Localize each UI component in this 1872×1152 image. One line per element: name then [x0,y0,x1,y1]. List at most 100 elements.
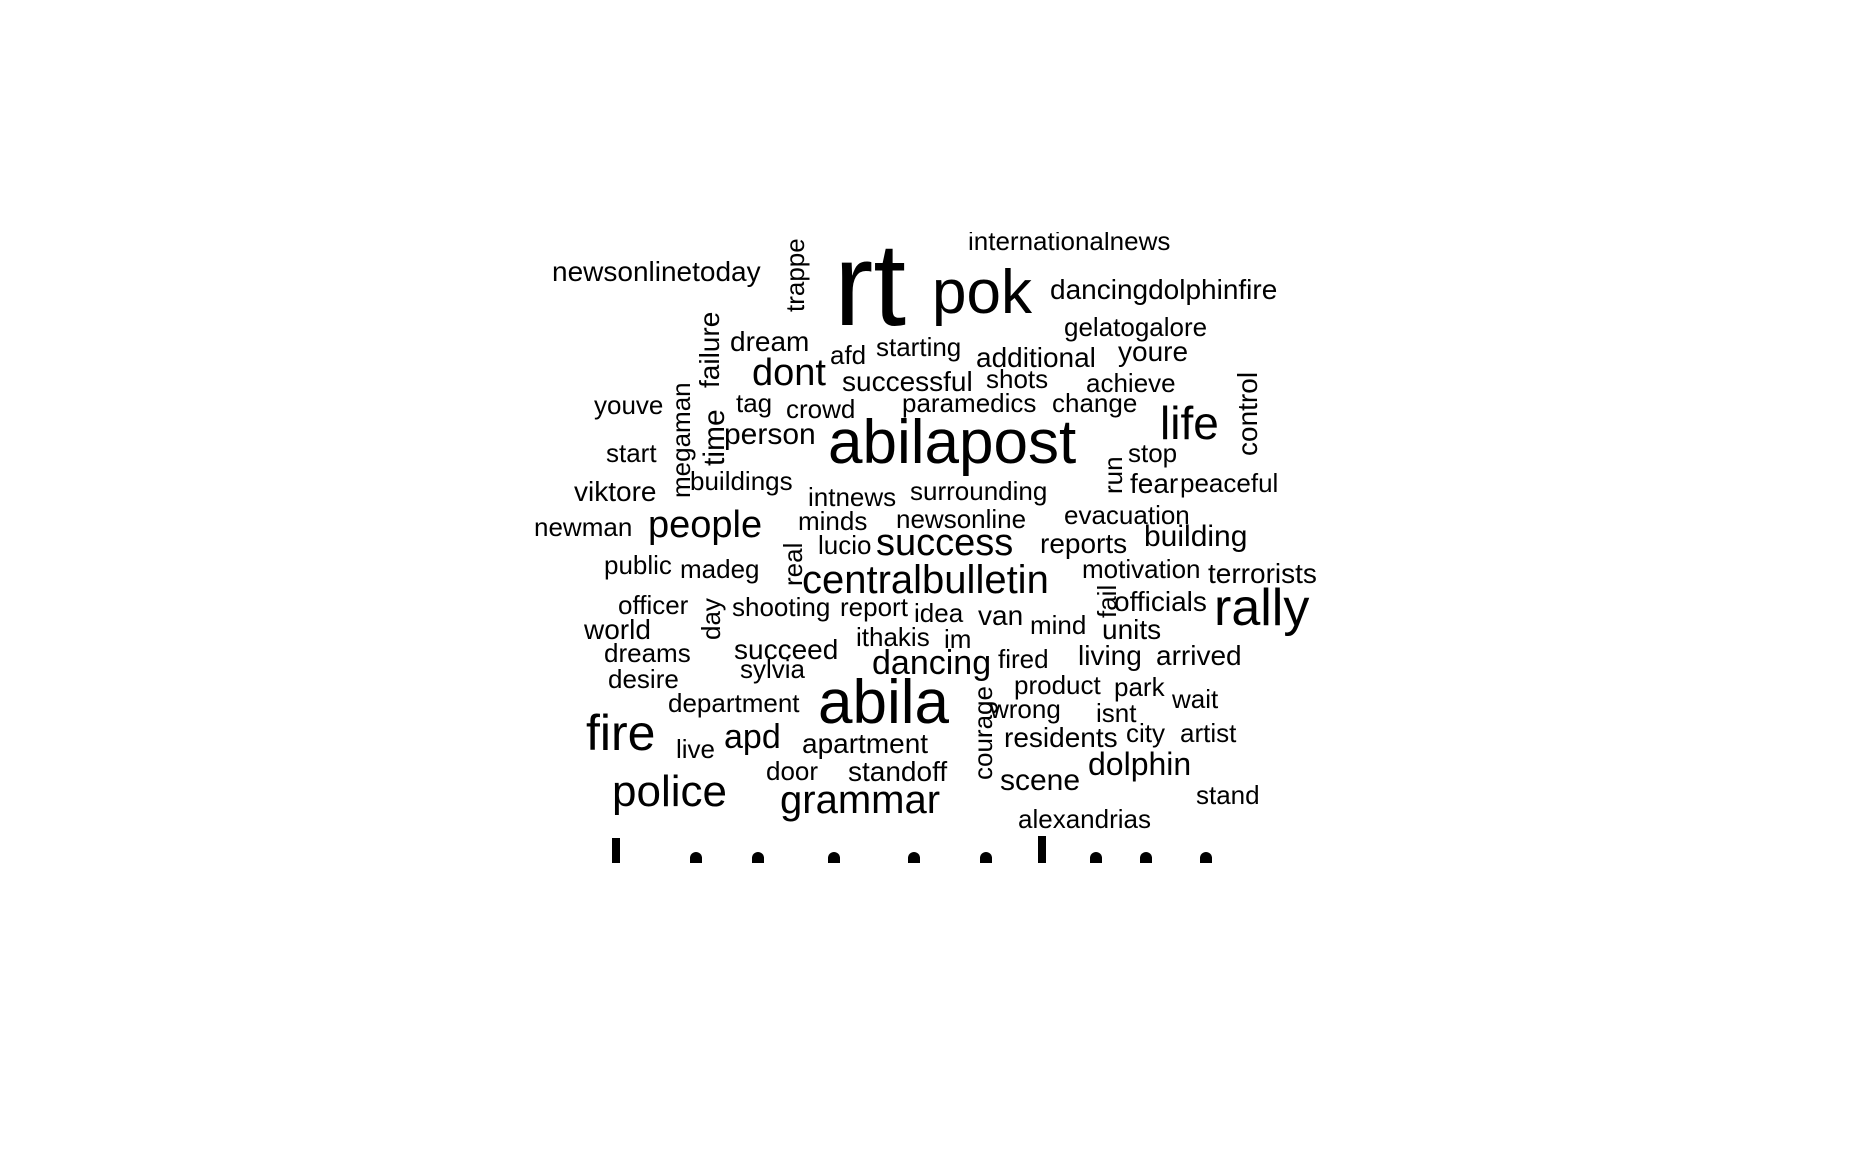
word-peaceful: peaceful [1180,468,1279,498]
word-department: department [668,688,800,718]
word-viktore: viktore [574,476,657,507]
word-day: day [696,598,726,640]
word-shooting: shooting [732,592,831,622]
word-isnt: isnt [1096,698,1137,728]
word-wrong: wrong [990,694,1061,724]
word-start: start [606,438,657,468]
clipped-glyph-fragment [1140,852,1152,863]
clipped-glyph-fragment [828,852,840,863]
word-terrorists: terrorists [1208,558,1317,589]
word-van: van [978,600,1024,631]
word-intnews: intnews [808,482,897,512]
word-youve: youve [594,390,664,420]
word-alexandrias: alexandrias [1018,804,1151,834]
word-minds: minds [798,506,868,536]
word-wait: wait [1172,684,1219,714]
word-stop: stop [1128,438,1178,468]
word-dolphin: dolphin [1088,746,1192,782]
word-ithakis: ithakis [856,622,930,652]
word-control: control [1232,371,1263,456]
word-newsonlinetoday: newsonlinetoday [552,256,761,287]
word-failure: failure [694,311,725,388]
word-apartment: apartment [802,728,929,759]
word-standoff: standoff [848,756,948,787]
word-idea: idea [914,598,964,628]
word-world: world [584,614,651,645]
word-abilapost: abilapost [828,408,1077,477]
word-starting: starting [876,332,962,362]
word-successful: successful [842,366,973,397]
word-scene: scene [1000,764,1081,797]
clipped-glyph-fragment [612,838,620,863]
word-reports: reports [1040,528,1128,559]
word-afd: afd [830,340,867,370]
word-park: park [1114,672,1165,702]
word-gelatogalore: gelatogalore [1064,312,1208,342]
word-change: change [1052,388,1138,418]
word-additional: additional [976,342,1096,373]
word-evacuation: evacuation [1064,500,1190,530]
word-rt: rt [834,232,907,351]
word-succeed: succeed [734,634,839,665]
word-trappe: trappe [780,238,810,312]
word-dancingdolphinfire: dancingdolphinfire [1050,274,1278,305]
word-newman: newman [534,512,633,542]
word-cloud-panel: rt pok internationalnews newsonlinetoday tra… [530,232,1360,863]
word-life: life [1160,397,1219,449]
word-product: product [1014,670,1101,700]
clipped-glyph-fragment [1200,852,1212,863]
word-live: live [676,734,716,764]
word-fire: fire [586,705,656,761]
word-residents: residents [1004,722,1118,753]
clipped-glyph-fragment [980,852,992,863]
word-pok: pok [932,258,1032,327]
word-buildings: buildings [690,466,793,496]
word-motivation: motivation [1082,554,1201,584]
word-success: success [876,522,1014,564]
word-crowd: crowd [786,394,856,424]
word-rally: rally [1214,579,1310,637]
word-achieve: achieve [1086,368,1176,398]
word-grammar: grammar [780,778,941,822]
word-madeg: madeg [680,554,760,584]
clipped-glyph-fragment [908,852,920,863]
word-sylvia: sylvia [740,654,806,684]
word-city: city [1126,718,1165,748]
clipped-glyph-fragment [690,852,702,863]
word-tag: tag [736,388,773,418]
word-abila: abila [818,668,949,737]
word-people: people [648,504,763,546]
word-mind: mind [1030,610,1087,640]
word-apd: apd [724,718,781,756]
word-artist: artist [1180,718,1237,748]
word-arrived: arrived [1156,640,1242,671]
clipped-glyph-fragment [1090,852,1102,863]
word-stand: stand [1196,780,1260,810]
word-newsonline: newsonline [896,504,1027,534]
word-internationalnews: internationalnews [968,232,1171,256]
word-door: door [766,756,819,786]
word-units: units [1102,614,1162,645]
word-building: building [1144,520,1248,553]
clipped-glyph-fragment [1038,836,1046,863]
word-desire: desire [608,664,679,694]
word-surrounding: surrounding [910,476,1048,506]
word-youre: youre [1118,336,1189,367]
word-centralbulletin: centralbulletin [802,558,1049,602]
word-officials: officials [1114,586,1207,617]
clipped-glyph-fragment [752,852,764,863]
word-dancing: dancing [872,644,992,682]
word-public: public [604,550,672,580]
word-run: run [1098,456,1128,494]
word-fired: fired [998,644,1049,674]
word-dream: dream [730,326,810,357]
word-im: im [944,624,972,654]
word-report: report [840,592,908,622]
word-paramedics: paramedics [902,388,1037,418]
word-officer: officer [618,590,689,620]
word-living: living [1078,640,1142,671]
word-lucio: lucio [818,530,872,560]
word-shots: shots [986,364,1049,394]
word-person: person [724,418,816,451]
